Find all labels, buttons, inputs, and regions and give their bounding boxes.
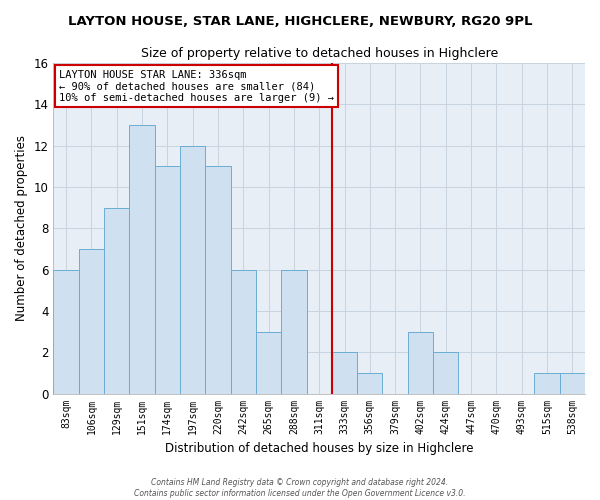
Bar <box>180 146 205 394</box>
Bar <box>281 270 307 394</box>
Bar <box>155 166 180 394</box>
Bar <box>332 352 357 394</box>
Text: LAYTON HOUSE STAR LANE: 336sqm
← 90% of detached houses are smaller (84)
10% of : LAYTON HOUSE STAR LANE: 336sqm ← 90% of … <box>59 70 334 103</box>
X-axis label: Distribution of detached houses by size in Highclere: Distribution of detached houses by size … <box>165 442 473 455</box>
Bar <box>104 208 130 394</box>
Bar <box>130 125 155 394</box>
Bar <box>53 270 79 394</box>
Y-axis label: Number of detached properties: Number of detached properties <box>15 136 28 322</box>
Bar <box>230 270 256 394</box>
Text: LAYTON HOUSE, STAR LANE, HIGHCLERE, NEWBURY, RG20 9PL: LAYTON HOUSE, STAR LANE, HIGHCLERE, NEWB… <box>68 15 532 28</box>
Title: Size of property relative to detached houses in Highclere: Size of property relative to detached ho… <box>140 48 498 60</box>
Bar <box>357 373 382 394</box>
Bar <box>205 166 230 394</box>
Bar <box>560 373 585 394</box>
Bar <box>433 352 458 394</box>
Bar <box>408 332 433 394</box>
Text: Contains HM Land Registry data © Crown copyright and database right 2024.
Contai: Contains HM Land Registry data © Crown c… <box>134 478 466 498</box>
Bar <box>256 332 281 394</box>
Bar <box>79 249 104 394</box>
Bar <box>535 373 560 394</box>
